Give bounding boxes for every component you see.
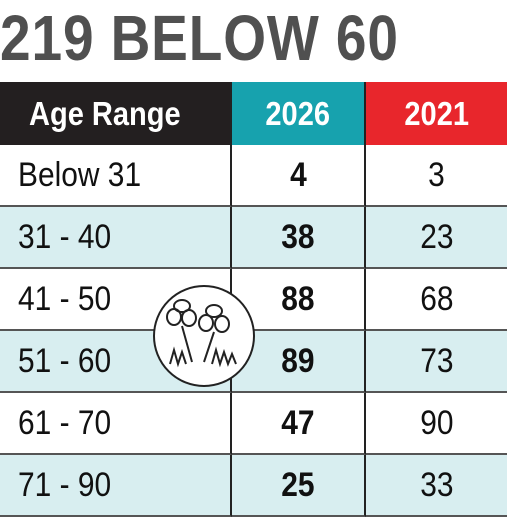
table-cell: 25 [232, 455, 366, 517]
table-cell-text: 38 [281, 217, 315, 256]
table-cell-text: 73 [419, 341, 454, 380]
logo [153, 285, 255, 387]
table-cell-text: 33 [419, 465, 454, 504]
table-cell-text: 23 [419, 217, 454, 256]
table-cell: 33 [366, 455, 507, 517]
table-cell-text: 47 [281, 403, 315, 442]
table-cell-text: 71 - 90 [18, 465, 112, 504]
table-cell: 31 - 40 [0, 207, 232, 269]
table-cell: 90 [366, 393, 507, 455]
table-cell: 61 - 70 [0, 393, 232, 455]
table-cell: 23 [366, 207, 507, 269]
table-cell-text: 90 [419, 403, 454, 442]
header-cell: Age Range [0, 82, 232, 145]
table-cell-text: 31 - 40 [18, 217, 112, 256]
table-cell-text: 41 - 50 [18, 279, 112, 318]
table-cell: 38 [232, 207, 366, 269]
table-cell-text: Below 31 [18, 155, 142, 194]
table-cell: 68 [366, 269, 507, 331]
table-cell-text: 25 [281, 465, 315, 504]
table-cell: 47 [232, 393, 366, 455]
table-cell: Below 31 [0, 145, 232, 207]
table-cell-text: 51 - 60 [18, 341, 112, 380]
table-cell: 4 [232, 145, 366, 207]
title: 219 BELOW 60 [0, 2, 399, 74]
table-cell-text: 4 [289, 155, 307, 194]
header-cell-text: 2026 [265, 94, 331, 132]
table-cell: 88 [232, 269, 366, 331]
table-cell-text: 3 [428, 155, 445, 194]
table-cell: 71 - 90 [0, 455, 232, 517]
header-cell-text: Age Range [28, 94, 181, 132]
table-cell: 3 [366, 145, 507, 207]
table-cell: 73 [366, 331, 507, 393]
header-cell-text: 2021 [404, 94, 469, 132]
table-cell-text: 88 [281, 279, 315, 318]
table-cell-text: 61 - 70 [18, 403, 112, 442]
table-cell-text: 68 [419, 279, 454, 318]
header-cell: 2026 [232, 82, 366, 145]
table-cell-text: 89 [281, 341, 315, 380]
header-cell: 2021 [366, 82, 507, 145]
